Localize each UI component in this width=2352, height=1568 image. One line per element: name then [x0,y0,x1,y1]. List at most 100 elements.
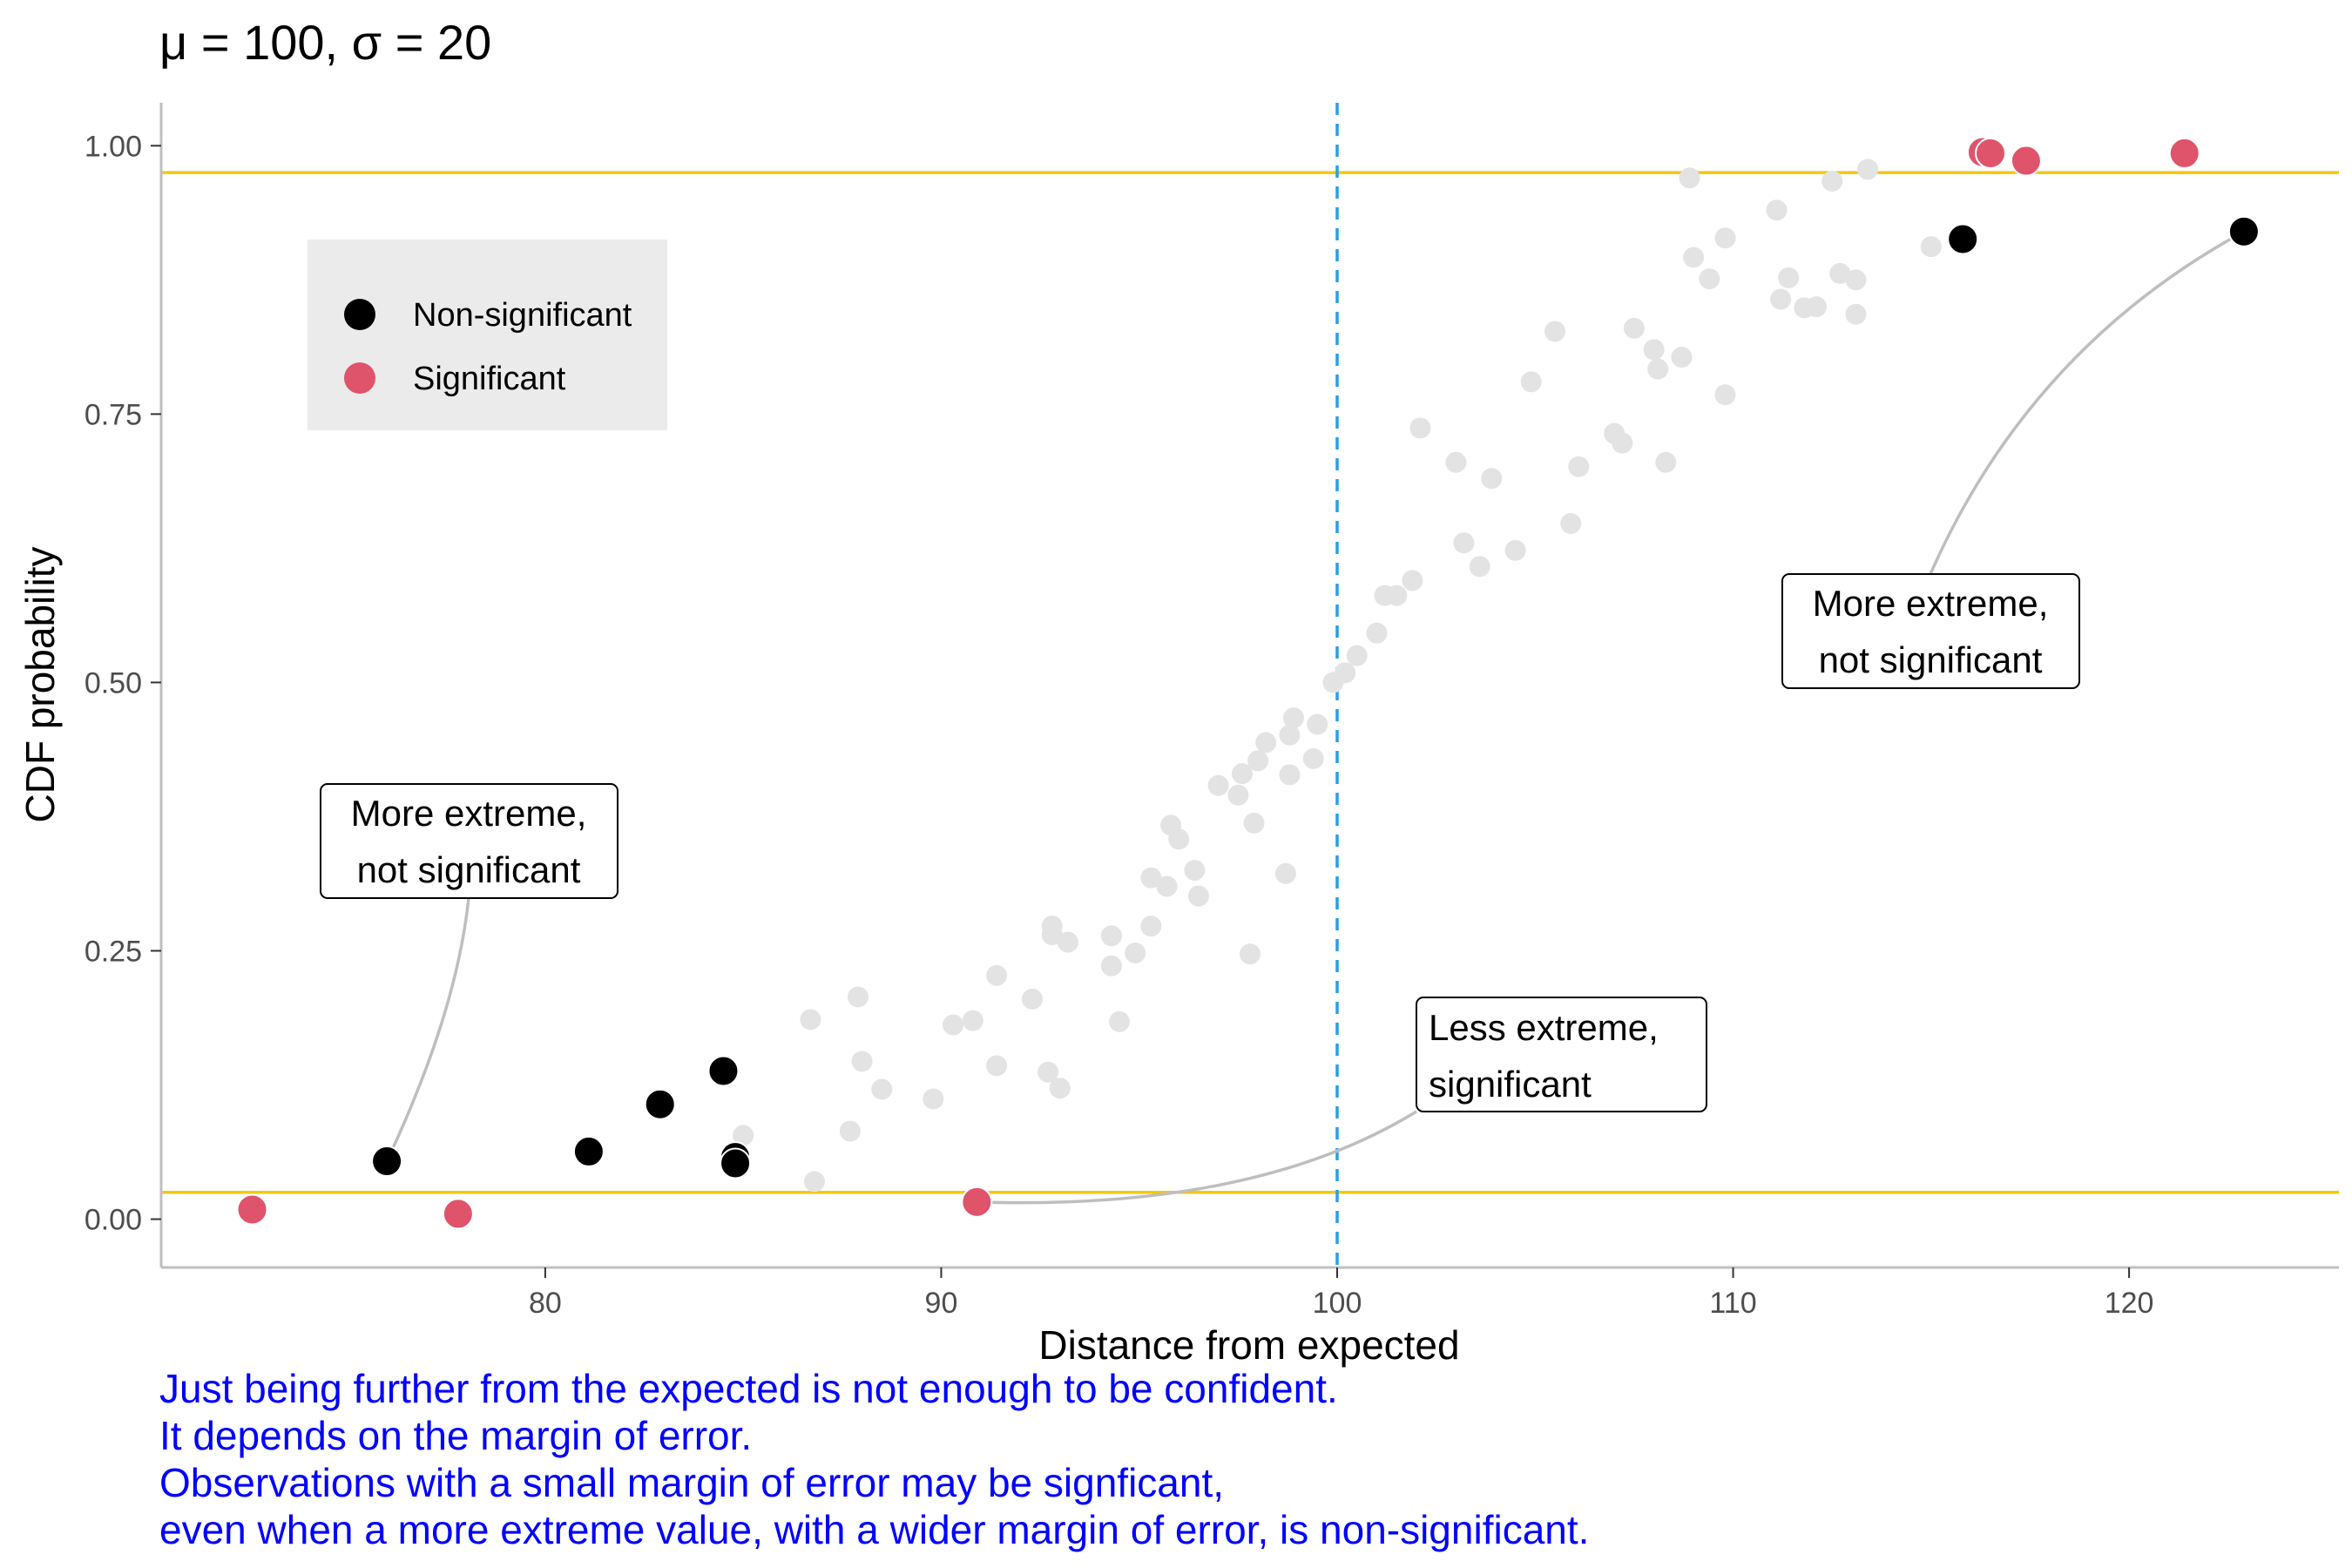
legend: Non-significant Significant [308,240,667,430]
background-point [1520,371,1542,393]
background-point [1283,707,1304,729]
background-point [1699,268,1720,290]
background-point [1302,747,1324,769]
non-significant-point [644,1088,676,1120]
x-tick-label: 100 [1313,1287,1362,1320]
background-point [1845,303,1867,325]
non-significant-point [371,1146,403,1178]
background-point [848,986,868,1008]
background-point [986,964,1008,986]
background-point [804,1171,825,1193]
background-point [1647,358,1669,380]
background-point [1714,227,1736,249]
connector-left [385,897,470,1162]
background-point [1612,432,1633,454]
background-point [1766,199,1788,221]
background-point [1829,262,1851,284]
y-tick-label: 0.00 [84,1204,142,1237]
caption-line-2: It depends on the margin of error. [159,1413,752,1458]
background-point [1307,713,1328,735]
background-point [1453,532,1475,554]
significant-point [2168,137,2200,169]
background-point [1679,167,1700,189]
y-tick-label: 1.00 [84,130,142,163]
background-point [1140,916,1162,937]
background-point [1227,784,1249,806]
x-axis-ticks: 80 90 100 110 120 [529,1267,2153,1320]
background-point [1274,862,1296,884]
background-point [1109,1010,1130,1032]
x-tick-label: 120 [2105,1287,2154,1320]
background-point [733,1125,754,1146]
background-point [1806,296,1827,318]
annotation-right-box [1781,573,2080,689]
background-point [1125,942,1146,963]
background-point [1821,170,1843,192]
y-axis-ticks: 0.00 0.25 0.50 0.75 1.00 [84,130,161,1237]
background-point [1643,339,1665,361]
annotation-center: Less extreme, significant [1416,997,1707,1112]
x-axis-title: Distance from expected [1038,1322,1459,1368]
background-point [851,1051,873,1072]
background-point [1481,468,1503,490]
background-point [1655,451,1677,473]
non-significant-point [572,1135,605,1167]
non-significant-point [707,1055,740,1087]
background-point [962,1010,983,1031]
background-point [1057,931,1078,953]
background-point [1386,585,1408,606]
non-significant-point [2227,215,2260,247]
background-point [1247,750,1269,772]
reference-lines [161,103,2339,1267]
background-point [1100,955,1122,977]
caption-line-4: even when a more extreme value, with a w… [159,1507,1589,1552]
y-tick-label: 0.75 [84,398,142,431]
background-point [1469,556,1490,578]
annotation-connectors [385,230,2245,1205]
background-point [1187,885,1209,907]
background-point [1778,267,1800,288]
significant-point [2010,145,2042,177]
background-point [1231,763,1253,785]
x-tick-label: 110 [1709,1287,1756,1320]
background-point [923,1088,944,1110]
background-point [1022,988,1043,1010]
background-point [1845,269,1867,291]
background-point [1544,321,1565,342]
annotation-center-box [1416,997,1707,1112]
significant-point [961,1186,993,1218]
caption-line-1: Just being further from the expected is … [159,1366,1338,1411]
annotation-left: More extreme, not significant [320,783,618,899]
background-point [1156,875,1178,897]
background-point [1920,236,1942,258]
caption-line-3: Observations with a small margin of erro… [159,1460,1224,1505]
y-tick-label: 0.25 [84,935,142,968]
background-point [1560,513,1582,535]
annotation-left-line-2: not significant [357,849,581,890]
significant-point [442,1198,474,1230]
background-point [1623,317,1645,339]
background-point [1279,764,1301,786]
legend-key-non-significant [344,299,375,330]
annotation-left-box [320,783,618,899]
background-point [1409,417,1431,439]
significant-point [236,1193,268,1226]
legend-label-non-significant: Non-significant [413,297,632,334]
background-point [943,1014,964,1036]
background-point [1240,943,1260,965]
annotation-right-line-1: More extreme, [1813,583,2049,624]
x-tick-label: 80 [529,1287,562,1320]
background-point [839,1120,861,1142]
background-points [733,159,1942,1193]
background-point [1857,159,1879,180]
background-point [1671,347,1693,368]
x-tick-label: 90 [925,1287,958,1320]
non-significant-point [1947,223,1979,255]
y-tick-label: 0.50 [84,666,142,700]
background-point [1041,916,1063,937]
background-point [1100,925,1122,947]
annotation-right: More extreme, not significant [1781,573,2080,689]
significant-point [1975,137,2006,169]
background-point [1207,774,1229,796]
